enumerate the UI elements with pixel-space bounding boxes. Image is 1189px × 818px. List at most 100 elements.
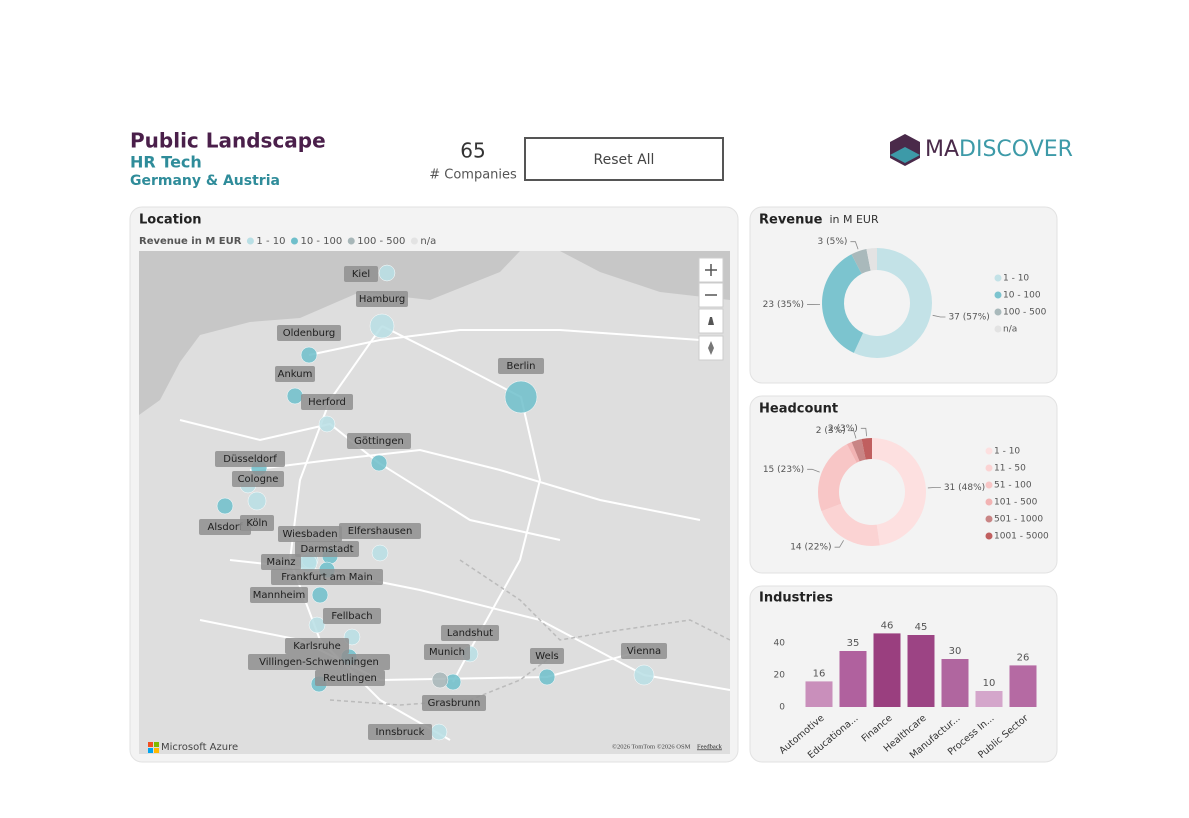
legend-swatch [985,481,993,489]
city-bubble [633,664,655,686]
city-label: Göttingen [354,436,404,447]
chart-title: Industries [759,591,833,606]
legend-label: 1 - 10 [1003,274,1029,284]
leader-line [860,427,867,437]
city-bubble [431,671,449,689]
data-label: 14 (22%) [790,543,831,553]
city-label-box [323,608,381,624]
azure-logo [148,742,153,747]
azure-logo [154,742,159,747]
city-label: Landshut [447,628,493,639]
city-label: Karlsruhe [293,641,341,652]
city-label: Villingen-Schwenningen [259,657,379,668]
pitch-icon [708,317,714,325]
bar [873,633,901,707]
legend-swatch [994,291,1002,299]
legend-swatch [985,515,993,523]
city-bubble [370,454,388,472]
city-label-box [621,643,667,659]
logo-icon-part [890,147,920,163]
city-label-box [250,587,308,603]
legend-label: 100 - 500 [357,236,405,247]
city-label: Herford [308,397,346,408]
chart-title: Location [139,213,202,228]
city-label: Innsbruck [376,727,425,738]
city-label-box [275,366,315,382]
city-label: Munich [429,647,465,658]
city-label: Fellbach [331,611,372,622]
y-tick-label: 20 [774,671,786,681]
legend-label: 501 - 1000 [994,515,1043,525]
city-label: Wels [535,651,558,662]
city-bubble [286,387,304,405]
legend-label: 11 - 50 [994,464,1026,474]
logo: MADISCOVER [890,134,1073,166]
reset-button-label[interactable]: Reset All [594,152,655,168]
data-label: 2 (3%) [828,424,858,434]
reset-button[interactable] [524,137,724,181]
map-border [459,559,730,641]
city-bubble [369,313,395,339]
leader-line [834,540,844,548]
city-label: Düsseldorf [223,454,277,465]
city-label: Hamburg [359,294,405,305]
map-credits: ©2026 TomTom ©2026 OSM [612,743,691,750]
map-feedback[interactable]: Feedback [697,743,723,750]
map-legend-title: Revenue in M EUR [139,236,242,247]
city-label: Wiesbaden [282,529,337,540]
legend-swatch [410,237,418,245]
city-label: Elfershausen [348,526,413,537]
map[interactable] [139,251,730,754]
data-label: 35 [847,638,860,649]
city-label-box [356,291,408,307]
legend-swatch [290,237,298,245]
headcount-panel [749,395,1058,574]
data-label: 2 (3%) [816,426,846,436]
bar [941,659,969,707]
city-bubble [247,491,267,511]
data-label: 15 (23%) [763,465,804,475]
data-label: 45 [915,622,928,633]
azure-logo [148,748,153,753]
legend-swatch [994,325,1002,333]
city-label-box [339,523,421,539]
donut-slice [821,503,880,546]
city-label-box [347,433,411,449]
page-subtitle: HR Tech [130,153,202,172]
logo-text: MADISCOVER [925,137,1073,162]
page-region: Germany & Austria [130,173,280,189]
legend-swatch [246,237,254,245]
city-bubble [318,415,336,433]
map-points: Kiel Hamburg Oldenburg Ankum Herford Berlin Gö… [199,264,667,741]
city-label: Berlin [506,361,535,372]
data-label: 30 [949,646,962,657]
bar [1009,665,1037,707]
city-label: Alsdorf [208,522,243,533]
legend-label: 100 - 500 [1003,308,1047,318]
city-label-box [301,394,353,410]
city-label-box [277,325,341,341]
zoom-in[interactable] [698,257,724,283]
bar [975,691,1003,707]
city-label: Ankum [278,369,313,380]
legend-label: n/a [1003,325,1017,335]
city-label-box [261,554,301,570]
city-label: Cologne [238,474,279,485]
chart-title: Revenue [759,213,823,228]
city-label: Mainz [266,557,295,568]
donut-slice [851,439,866,462]
map-sea [139,251,520,415]
page-title: Public Landscape [130,129,326,153]
city-label-box [315,670,385,686]
donut-slice [817,444,857,512]
city-label: Reutlingen [323,673,377,684]
leader-line [848,430,857,439]
donut-slice [866,248,877,271]
legend-label: n/a [420,236,436,247]
city-bubble [504,380,538,414]
legend-label: 10 - 100 [1003,291,1041,301]
donut-slice [872,438,926,546]
city-bubble [308,616,326,634]
leader-line [807,468,820,473]
